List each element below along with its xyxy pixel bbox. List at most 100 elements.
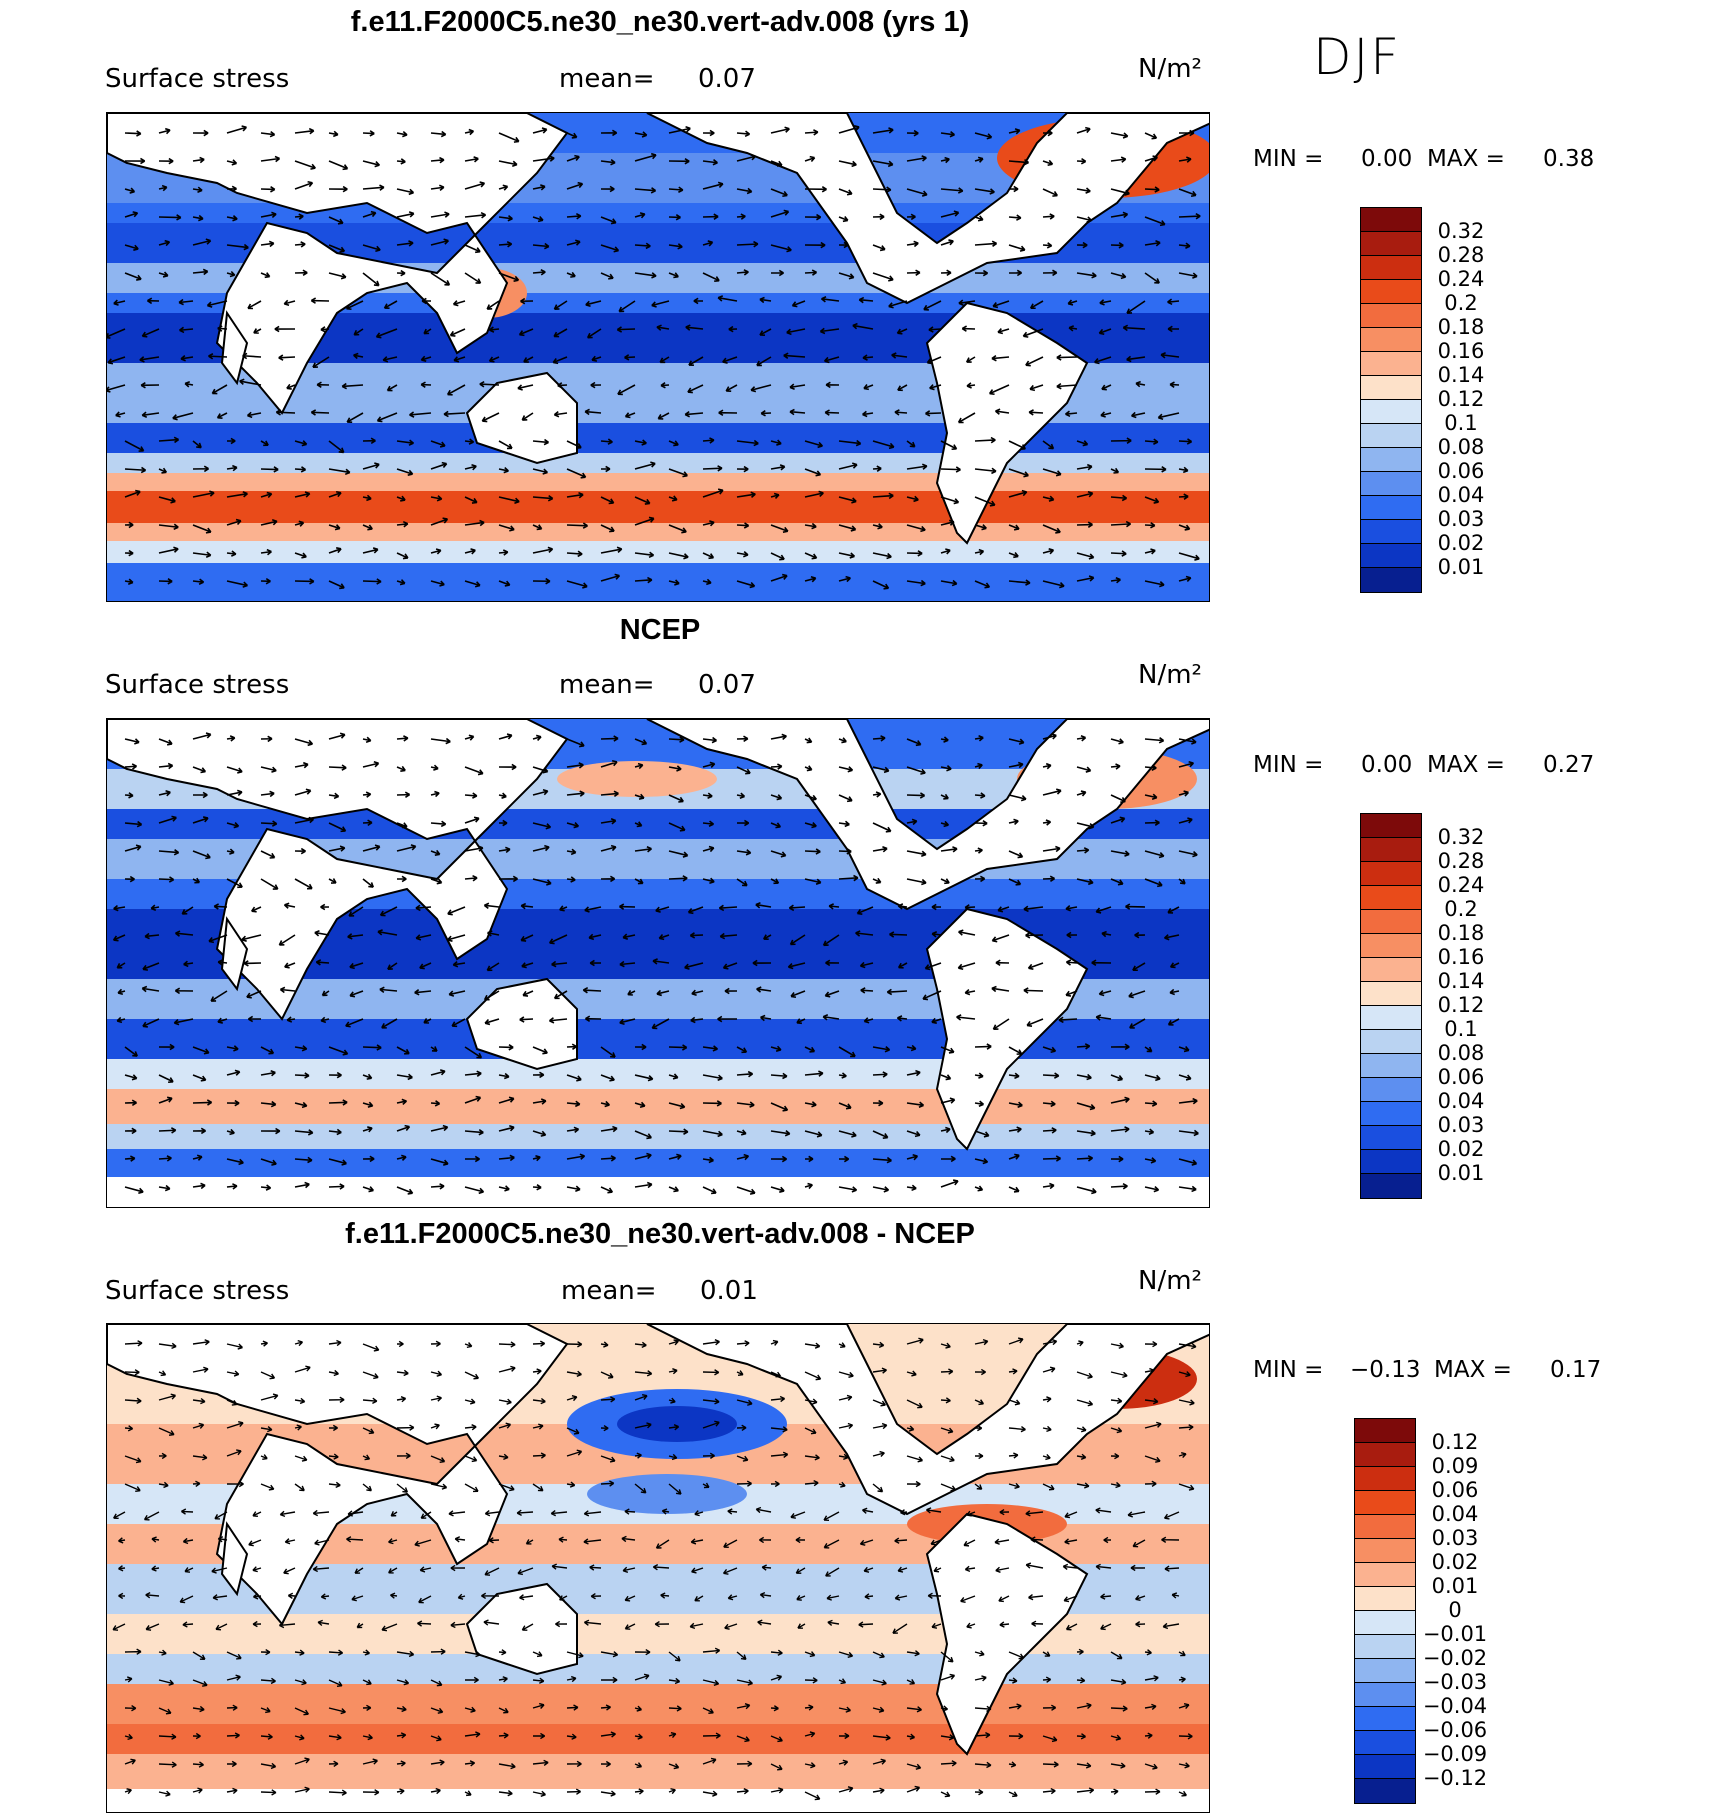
wind-vector-arrow <box>479 381 500 388</box>
wind-vector-arrow <box>1008 159 1030 166</box>
wind-vector-arrow <box>294 1649 305 1656</box>
wind-vector-arrow <box>430 1707 444 1714</box>
wind-vector-arrow <box>940 440 958 451</box>
wind-vector-arrow <box>346 1536 364 1543</box>
wind-vector-arrow <box>838 1186 858 1193</box>
wind-vector-arrow <box>838 1481 846 1488</box>
wind-vector-arrow <box>1144 186 1160 193</box>
wind-vector-arrow <box>1028 1594 1044 1601</box>
wind-vector-arrow <box>421 297 432 305</box>
wind-vector-arrow <box>1110 1481 1121 1489</box>
wind-vector-arrow <box>158 184 168 192</box>
wind-vector-arrow <box>294 878 313 890</box>
wind-vector-arrow <box>396 1705 407 1713</box>
wind-vector-arrow <box>1110 1342 1124 1349</box>
panel-2-min-label: MIN = <box>1253 752 1324 778</box>
wind-vector-arrow <box>974 1338 989 1346</box>
wind-vector-arrow <box>974 1705 992 1713</box>
wind-vector-arrow <box>770 160 783 167</box>
wind-vector-arrow <box>1076 1073 1092 1081</box>
colorbar-tick-label: −0.04 <box>1422 1694 1488 1718</box>
wind-vector-arrow <box>1144 737 1165 744</box>
wind-vector-arrow <box>1132 1539 1146 1548</box>
wind-vector-arrow <box>600 844 617 852</box>
wind-vector-arrow <box>1110 1126 1130 1133</box>
wind-vector-arrow <box>294 552 307 559</box>
wind-vector-arrow <box>252 1511 262 1518</box>
wind-vector-arrow <box>362 437 376 445</box>
wind-vector-arrow <box>586 328 602 339</box>
wind-vector-arrow <box>208 353 228 360</box>
panel-2-wind-vectors <box>112 732 1199 1195</box>
wind-vector-arrow <box>521 962 534 969</box>
colorbar-swatch <box>1361 328 1421 352</box>
wind-vector-arrow <box>795 1567 806 1574</box>
wind-vector-arrow <box>702 1186 717 1195</box>
panel-3-min-label: MIN = <box>1253 1357 1324 1383</box>
wind-vector-arrow <box>1110 794 1126 803</box>
colorbar-tick-label: 0.04 <box>1431 1502 1479 1526</box>
wind-vector-arrow <box>702 1679 720 1687</box>
wind-vector-arrow <box>702 736 718 744</box>
wind-vector-arrow <box>192 1422 205 1429</box>
wind-vector-arrow <box>362 1789 380 1796</box>
colorbar-swatch <box>1355 1491 1415 1515</box>
wind-vector-arrow <box>1178 1451 1187 1459</box>
wind-vector-arrow <box>142 962 160 971</box>
wind-vector-arrow <box>838 1786 854 1793</box>
wind-vector-arrow <box>294 1101 308 1109</box>
colorbar-swatch <box>1361 982 1421 1006</box>
wind-vector-arrow <box>532 734 542 741</box>
wind-vector-arrow <box>498 272 520 282</box>
wind-vector-arrow <box>226 789 243 797</box>
wind-vector-arrow <box>548 934 568 945</box>
wind-vector-arrow <box>1042 548 1055 555</box>
wind-vector-arrow <box>283 1567 296 1575</box>
wind-vector-arrow <box>158 1370 167 1377</box>
wind-vector-arrow <box>124 820 143 828</box>
wind-vector-arrow <box>974 792 986 799</box>
wind-vector-arrow <box>1023 987 1044 994</box>
wind-vector-arrow <box>124 549 134 557</box>
wind-vector-arrow <box>719 932 738 940</box>
wind-vector-arrow <box>736 187 753 195</box>
wind-vector-arrow <box>550 1509 568 1517</box>
wind-vector-arrow <box>838 272 855 280</box>
colorbar-tick-label: 0.02 <box>1437 531 1485 555</box>
wind-vector-arrow <box>379 986 398 994</box>
wind-vector-arrow <box>1110 467 1120 474</box>
wind-vector-arrow <box>617 384 636 396</box>
wind-vector-arrow <box>566 848 577 856</box>
wind-vector-arrow <box>652 1564 670 1571</box>
wind-vector-arrow <box>312 1565 330 1573</box>
wind-vector-arrow <box>294 1483 305 1492</box>
wind-vector-arrow <box>286 383 296 390</box>
wind-vector-arrow <box>396 1154 407 1161</box>
wind-vector-arrow <box>1110 494 1128 502</box>
wind-vector-arrow <box>212 1594 228 1601</box>
wind-vector-arrow <box>668 468 688 478</box>
colorbar-swatch <box>1361 1174 1421 1198</box>
colorbar-tick-label: 0.02 <box>1437 1137 1485 1161</box>
colorbar-swatch <box>1361 256 1421 280</box>
wind-vector-arrow <box>600 524 615 533</box>
wind-vector-arrow <box>328 1339 342 1347</box>
wind-vector-arrow <box>804 552 818 560</box>
wind-vector-arrow <box>796 1595 806 1601</box>
wind-vector-arrow <box>1042 1425 1052 1433</box>
wind-vector-arrow <box>448 990 466 997</box>
wind-vector-arrow <box>387 962 398 971</box>
wind-vector-arrow <box>362 878 375 888</box>
wind-vector-arrow <box>858 1621 874 1628</box>
colorbar-swatch <box>1355 1587 1415 1611</box>
wind-vector-arrow <box>226 1158 244 1166</box>
wind-vector-arrow <box>997 906 1010 913</box>
wind-vector-arrow <box>1110 878 1124 886</box>
wind-vector-arrow <box>668 1339 679 1346</box>
wind-vector-arrow <box>532 1732 546 1740</box>
wind-vector-arrow <box>824 409 840 416</box>
colorbar-swatch <box>1361 424 1421 448</box>
wind-vector-arrow <box>396 495 406 502</box>
wind-vector-arrow <box>838 874 859 882</box>
wind-vector-arrow <box>940 1155 956 1163</box>
